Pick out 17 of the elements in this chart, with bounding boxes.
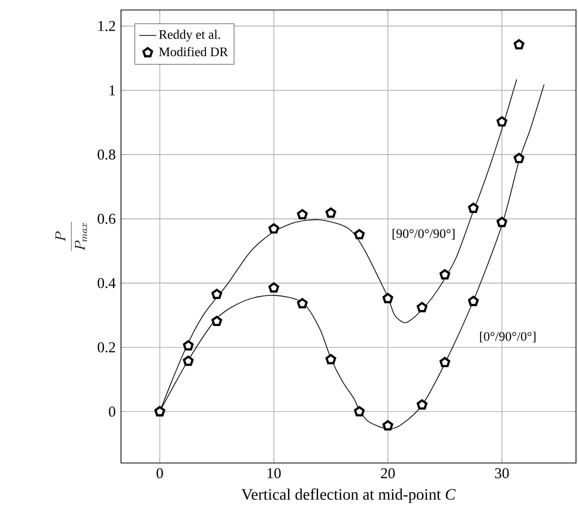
y-tick-label: 1 [110, 85, 115, 96]
y-tick-label: 0.4 [98, 278, 116, 288]
annotation: [0°/90°/0°] [480, 332, 536, 342]
y-tick-label: 0.6 [98, 214, 116, 224]
y-axis-title: $\frac{P}{P_{max}}$ [55, 222, 88, 252]
y-tick-label: 0.8 [98, 149, 116, 160]
y-tick-label: 0.2 [98, 342, 115, 352]
x-tick-label: 0 [156, 468, 163, 478]
x-tick-label: 20 [381, 468, 395, 478]
x-tick-label: 10 [268, 468, 281, 478]
annotation: [90°/0°/90°] [392, 228, 454, 240]
y-tick-label: 1.2 [98, 21, 115, 32]
x-tick-label: 30 [495, 468, 509, 478]
y-tick-label: 0 [108, 406, 116, 417]
legend-label: Reddy et al. [159, 30, 220, 42]
legend-label: Modified DR [159, 46, 228, 56]
x-axis-title: Vertical deflection at mid-point C [241, 488, 456, 504]
